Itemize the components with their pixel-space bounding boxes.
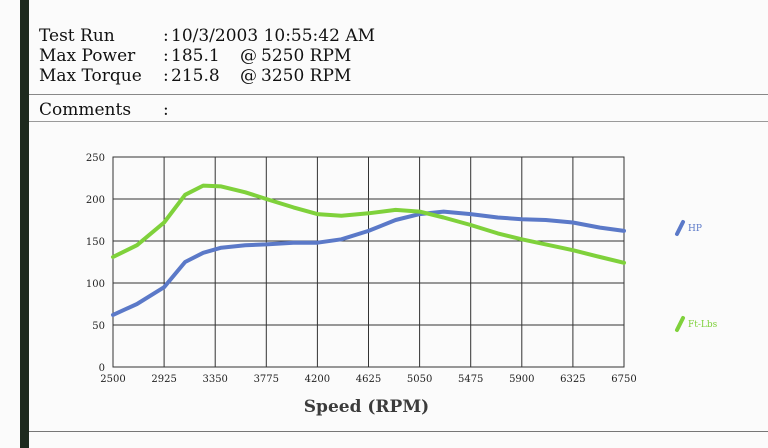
header-divider <box>29 94 768 95</box>
x-tick-label: 4625 <box>356 374 381 385</box>
y-tick-label: 150 <box>86 237 105 248</box>
x-tick-label: 5475 <box>458 374 483 385</box>
test-run-value: 10/3/2003 10:55:42 AM <box>171 26 376 46</box>
y-tick-label: 0 <box>99 363 105 374</box>
at-symbol: @ <box>240 66 257 86</box>
legend-swatch <box>675 220 685 236</box>
max-torque-value: 215.8 <box>171 66 220 86</box>
x-tick-label: 3350 <box>202 374 227 385</box>
max-power-rpm: 5250 RPM <box>261 46 352 66</box>
left-margin-bar <box>20 0 29 448</box>
x-tick-label: 6325 <box>560 374 585 385</box>
max-power-label: Max Power <box>39 46 136 66</box>
max-torque-label: Max Torque <box>39 66 142 86</box>
test-run-label: Test Run <box>39 26 115 46</box>
max-power-value: 185.1 <box>171 46 220 66</box>
at-symbol: @ <box>240 46 257 66</box>
y-tick-label: 200 <box>86 195 105 206</box>
legend-label: HP <box>688 224 702 234</box>
comments-divider <box>29 121 768 122</box>
x-tick-label: 5900 <box>509 374 534 385</box>
separator: : <box>163 100 169 120</box>
max-torque-rpm: 3250 RPM <box>261 66 352 86</box>
series-line-hp <box>111 209 626 317</box>
x-tick-label: 4200 <box>305 374 330 385</box>
y-tick-label: 100 <box>86 279 105 290</box>
legend-swatch <box>675 316 685 332</box>
separator: : <box>163 66 169 86</box>
x-axis-label: Speed (RPM) <box>304 397 429 417</box>
comments-row: Comments : <box>39 100 169 120</box>
legend-label: Ft-Lbs <box>688 320 718 330</box>
footer-divider <box>29 431 768 432</box>
x-tick-label: 6750 <box>611 374 636 385</box>
series-line-ft-lbs <box>111 183 626 265</box>
separator: : <box>163 46 169 66</box>
x-tick-label: 3775 <box>254 374 279 385</box>
x-tick-label: 2500 <box>100 374 125 385</box>
comments-label: Comments <box>39 100 132 120</box>
y-tick-label: 250 <box>86 153 105 164</box>
y-tick-label: 50 <box>92 321 105 332</box>
x-tick-label: 5050 <box>407 374 432 385</box>
separator: : <box>163 26 169 46</box>
x-tick-label: 2925 <box>151 374 176 385</box>
